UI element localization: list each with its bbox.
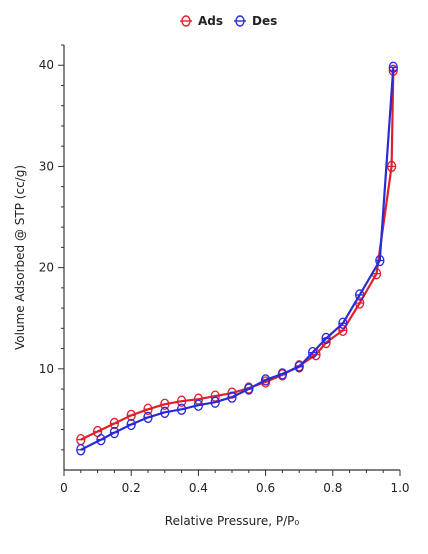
series-line-ads [80,70,395,441]
legend: Ads Des [180,14,277,28]
x-tick-label: 0.4 [189,481,208,495]
series-line-des [80,67,395,451]
series-ads [76,64,398,446]
axes: 0 0.2 0.4 0.6 0.8 1.0 10 20 30 40 [39,44,410,495]
y-tick-label: 30 [39,159,54,173]
y-tick-label: 20 [39,261,54,275]
legend-item-des: Des [234,14,277,28]
x-tick-label: 0 [60,481,68,495]
x-tick-label: 1.0 [390,481,409,495]
legend-item-ads: Ads [180,14,223,28]
x-tick-label: 0.8 [323,481,342,495]
series-des [76,61,398,456]
legend-label: Des [252,14,277,28]
x-tick-label: 0.6 [256,481,275,495]
series-layer [76,61,398,456]
y-axis-title: Volume Adsorbed @ STP (cc/g) [13,165,27,350]
y-tick-label: 40 [39,58,54,72]
y-tick-label: 10 [39,362,54,376]
legend-label: Ads [198,14,223,28]
x-axis-title: Relative Pressure, P/P₀ [165,514,300,528]
x-tick-label: 0.2 [122,481,141,495]
